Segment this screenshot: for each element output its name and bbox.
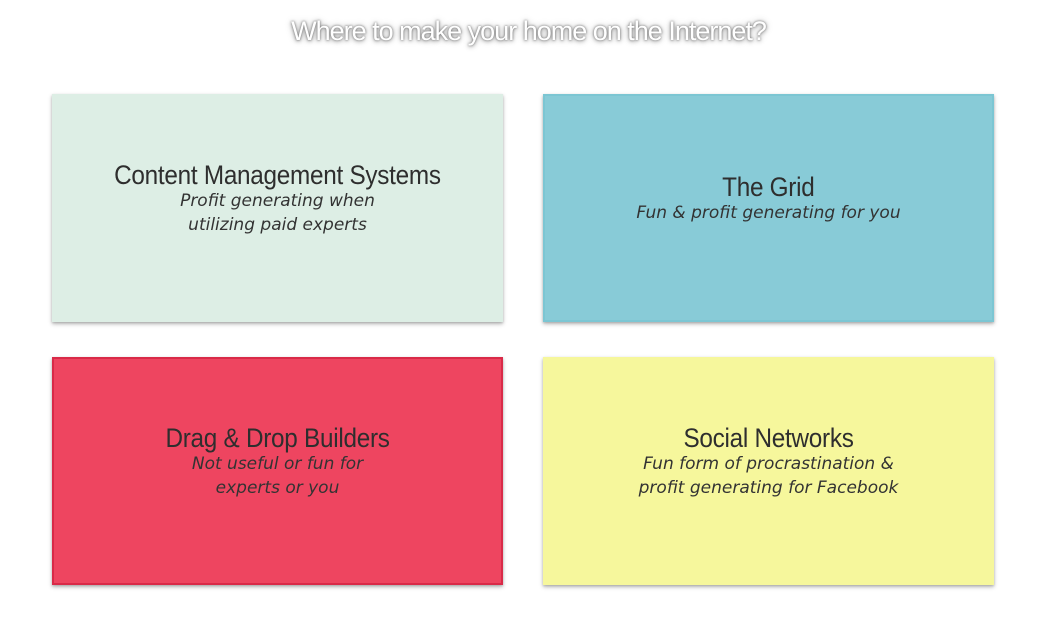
card-subtitle: Not useful or fun for experts or you <box>191 453 364 498</box>
card-title: The Grid <box>722 171 815 202</box>
card-social-networks: Social Networks Fun form of procrastinat… <box>543 357 994 585</box>
card-drag-and-drop-builders: Drag & Drop Builders Not useful or fun f… <box>52 357 503 585</box>
card-the-grid: The Grid Fun & profit generating for you <box>543 94 994 322</box>
card-title: Content Management Systems <box>114 159 441 190</box>
card-title: Social Networks <box>683 422 854 453</box>
card-subtitle: Fun & profit generating for you <box>636 202 901 223</box>
page-title: Where to make your home on the Internet? <box>291 16 767 46</box>
card-title: Drag & Drop Builders <box>165 422 390 453</box>
card-subtitle: Fun form of procrastination & profit gen… <box>638 453 899 498</box>
card-content-management-systems: Content Management Systems Profit genera… <box>52 94 503 322</box>
card-subtitle: Profit generating when utilizing paid ex… <box>180 190 375 235</box>
